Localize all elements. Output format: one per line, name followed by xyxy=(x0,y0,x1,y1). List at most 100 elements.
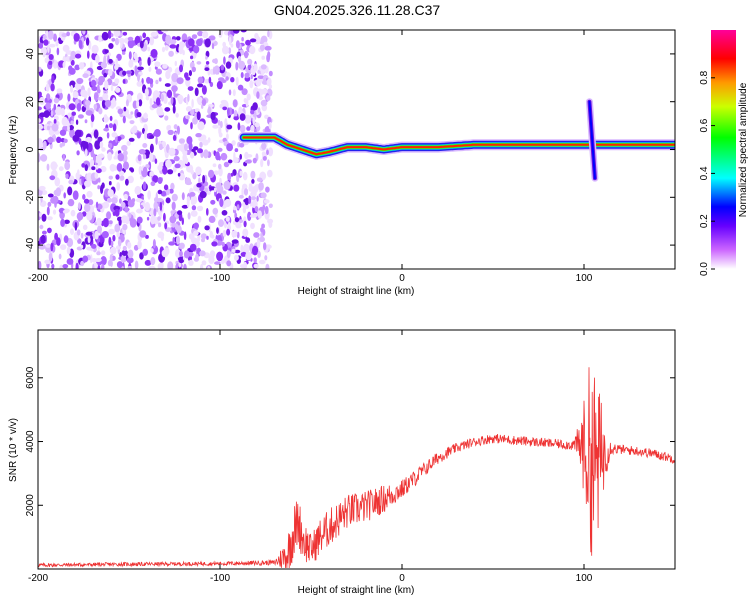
noise-blob xyxy=(155,192,158,202)
noise-blob xyxy=(165,197,171,204)
noise-blob xyxy=(165,70,171,80)
noise-blob xyxy=(244,114,252,124)
noise-blob xyxy=(191,98,194,108)
noise-blob xyxy=(66,246,71,255)
noise-blob xyxy=(103,127,110,132)
y-tick-label: 20 xyxy=(25,96,36,108)
noise-blob xyxy=(133,244,139,251)
noise-blob xyxy=(261,151,266,157)
colorbar-tick-label: 0.0 xyxy=(699,262,710,276)
noise-blob xyxy=(233,109,238,119)
noise-blob xyxy=(193,222,199,230)
noise-blob xyxy=(230,172,234,177)
noise-blob xyxy=(245,154,253,158)
noise-blob xyxy=(264,206,269,215)
noise-blob xyxy=(90,113,95,123)
noise-blob xyxy=(47,137,54,143)
noise-blob xyxy=(77,114,84,119)
noise-blob xyxy=(262,156,267,161)
noise-blob xyxy=(38,124,44,130)
noise-blob xyxy=(104,99,112,108)
noise-blob xyxy=(160,94,164,102)
noise-blob xyxy=(266,95,271,102)
noise-blob xyxy=(117,108,124,115)
noise-blob xyxy=(190,200,195,205)
noise-blob xyxy=(128,59,134,68)
noise-blob xyxy=(257,75,265,79)
noise-blob xyxy=(157,177,163,184)
noise-blob xyxy=(240,251,247,257)
noise-blob xyxy=(189,243,197,252)
noise-blob xyxy=(217,119,221,126)
noise-blob xyxy=(264,255,268,261)
noise-blob xyxy=(264,114,269,120)
noise-blob xyxy=(130,126,138,134)
noise-blob xyxy=(38,243,46,250)
noise-blob xyxy=(169,215,177,224)
colorbar-label: Normalized spectral amplitude xyxy=(738,82,749,217)
noise-blob xyxy=(231,108,235,115)
noise-blob xyxy=(81,176,84,186)
noise-blob xyxy=(222,106,228,111)
noise-blob xyxy=(113,30,121,38)
noise-blob xyxy=(145,164,150,169)
noise-blob xyxy=(149,135,155,139)
noise-blob xyxy=(192,117,198,125)
noise-blob xyxy=(159,201,163,211)
noise-blob xyxy=(136,208,141,214)
noise-blob xyxy=(162,165,165,172)
noise-blob xyxy=(93,104,97,111)
noise-blob xyxy=(193,257,199,262)
noise-blob xyxy=(232,89,236,97)
noise-blob xyxy=(257,210,262,219)
noise-blob xyxy=(58,253,62,260)
noise-blob xyxy=(66,31,70,37)
noise-blob xyxy=(203,149,209,159)
noise-blob xyxy=(123,150,128,156)
noise-blob xyxy=(49,175,56,180)
noise-blob xyxy=(208,76,212,84)
noise-blob xyxy=(172,105,176,114)
noise-blob xyxy=(76,77,84,85)
noise-blob xyxy=(144,259,152,266)
noise-blob xyxy=(142,154,147,160)
noise-blob xyxy=(117,152,125,162)
noise-blob xyxy=(194,112,198,118)
noise-blob xyxy=(173,155,180,162)
noise-blob xyxy=(74,221,78,231)
noise-blob xyxy=(171,222,176,228)
noise-blob xyxy=(226,260,232,267)
noise-blob xyxy=(242,183,248,190)
noise-blob xyxy=(210,111,216,121)
noise-blob xyxy=(116,162,123,172)
colorbar-tick-label: 0.2 xyxy=(699,214,710,228)
noise-blob xyxy=(243,98,247,103)
noise-blob xyxy=(204,225,210,231)
noise-blob xyxy=(82,73,89,79)
noise-blob xyxy=(177,94,184,102)
noise-blob xyxy=(137,66,144,71)
noise-blob xyxy=(226,143,234,152)
noise-blob xyxy=(127,265,133,269)
noise-blob xyxy=(178,258,184,264)
noise-blob xyxy=(48,54,54,60)
noise-blob xyxy=(140,204,143,209)
noise-blob xyxy=(258,95,263,101)
noise-blob xyxy=(239,153,242,160)
noise-blob xyxy=(98,34,102,43)
y-tick-label: -20 xyxy=(25,190,36,205)
noise-blob xyxy=(116,182,121,191)
noise-blob xyxy=(213,65,220,75)
noise-blob xyxy=(112,123,117,132)
noise-blob xyxy=(147,57,151,66)
noise-blob xyxy=(252,116,256,126)
noise-blob xyxy=(38,66,42,72)
noise-blob xyxy=(85,37,90,46)
noise-blob xyxy=(107,189,114,198)
chart-title: GN04.2025.326.11.28.C37 xyxy=(274,2,441,18)
noise-blob xyxy=(173,81,178,86)
noise-blob xyxy=(187,86,194,91)
noise-blob xyxy=(127,249,134,259)
noise-blob xyxy=(220,30,223,36)
noise-blob xyxy=(199,250,206,257)
